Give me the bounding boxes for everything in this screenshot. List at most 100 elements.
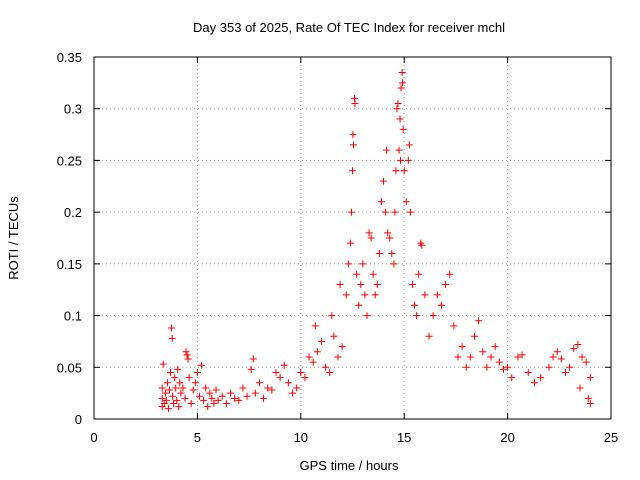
data-point (167, 368, 175, 376)
y-tick-label: 0.15 (57, 257, 82, 272)
data-point (305, 353, 313, 361)
data-point (391, 208, 399, 216)
data-point (380, 177, 388, 185)
data-point (200, 396, 208, 404)
data-point (393, 105, 401, 113)
data-point (406, 208, 414, 216)
data-point (175, 403, 183, 411)
grid (94, 57, 611, 419)
data-point (582, 358, 590, 366)
data-point (397, 84, 405, 92)
data-point (353, 270, 361, 278)
data-point (349, 167, 356, 175)
data-point (462, 363, 470, 371)
data-point (421, 291, 429, 299)
data-point (255, 379, 263, 387)
data-point (185, 374, 193, 382)
x-tick-label: 20 (500, 430, 514, 445)
y-tick-label: 0.3 (64, 102, 82, 117)
data-point (495, 358, 503, 366)
data-point (537, 374, 545, 382)
data-point (191, 379, 199, 387)
data-point (361, 291, 369, 299)
data-point (161, 389, 169, 397)
data-point (170, 399, 178, 407)
data-point (402, 198, 410, 206)
data-point (182, 348, 190, 356)
data-point (586, 399, 594, 407)
data-point (159, 360, 167, 368)
data-point (231, 394, 239, 402)
data-point (425, 332, 433, 340)
data-point (168, 334, 176, 342)
data-point (189, 386, 197, 394)
data-point (566, 363, 574, 371)
data-point (351, 100, 359, 108)
x-tick-label: 10 (294, 430, 308, 445)
data-point (311, 322, 319, 330)
data-point (584, 394, 592, 402)
data-point (350, 141, 358, 149)
data-point (280, 361, 288, 369)
data-point (413, 312, 421, 320)
data-point (530, 379, 538, 387)
data-point (158, 384, 166, 392)
data-point (184, 355, 192, 363)
data-point (349, 131, 357, 139)
data-point (388, 250, 396, 258)
data-point (574, 341, 582, 349)
axis-ticks (93, 56, 612, 420)
data-point (260, 394, 268, 402)
data-point (162, 396, 170, 404)
data-point (330, 332, 338, 340)
data-point (164, 405, 172, 413)
y-tick-label: 0.2 (64, 205, 82, 220)
data-point (212, 386, 220, 394)
data-point (235, 396, 243, 404)
data-point (458, 343, 466, 351)
data-point (578, 353, 586, 361)
data-point (365, 229, 373, 237)
data-point (433, 291, 441, 299)
data-point (249, 355, 257, 363)
x-tick-label: 0 (90, 430, 97, 445)
x-tick-label: 25 (604, 430, 618, 445)
data-point (408, 281, 416, 289)
data-point (549, 353, 557, 361)
data-point (479, 348, 487, 356)
data-point (508, 374, 516, 382)
data-point (454, 353, 462, 361)
data-point (179, 384, 187, 392)
data-point (326, 368, 334, 376)
data-point (204, 403, 212, 411)
data-point (466, 353, 474, 361)
data-point (415, 270, 423, 278)
data-point (293, 384, 301, 392)
data-point (524, 368, 532, 376)
data-point (446, 270, 454, 278)
x-tick-label: 5 (194, 430, 201, 445)
data-point (545, 363, 553, 371)
data-point (173, 396, 181, 404)
data-point (171, 374, 179, 382)
data-point (193, 368, 201, 376)
y-tick-label: 0.05 (57, 360, 82, 375)
data-point (174, 365, 182, 373)
y-axis-label: ROTI / TECUs (6, 196, 21, 280)
data-point (202, 384, 210, 392)
data-point (396, 156, 404, 164)
data-point (499, 365, 507, 373)
data-point (367, 234, 375, 242)
data-point (206, 389, 214, 397)
data-point (562, 368, 570, 376)
data-point (338, 343, 346, 351)
data-point (334, 353, 342, 361)
data-point (346, 239, 354, 247)
y-tick-labels: 0 0.05 0.1 0.15 0.2 0.25 0.3 0.35 (57, 50, 82, 427)
data-point (369, 270, 377, 278)
data-point (357, 281, 365, 289)
data-point (168, 324, 176, 332)
data-point (371, 291, 379, 299)
data-point (347, 208, 355, 216)
